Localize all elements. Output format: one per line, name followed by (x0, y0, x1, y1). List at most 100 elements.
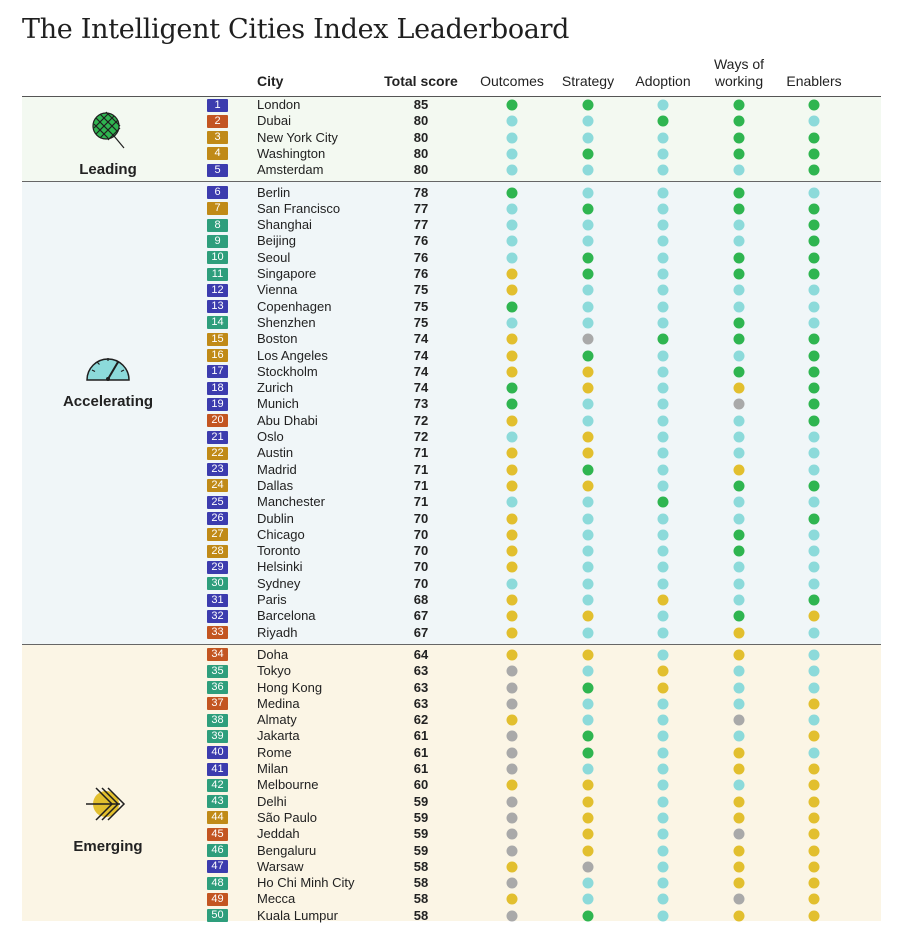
rating-dot (808, 763, 820, 775)
rating-dot (808, 115, 820, 127)
rating-dot (506, 627, 518, 639)
rating-dot (808, 610, 820, 622)
city-name: Jakarta (257, 728, 300, 744)
rating-dot (808, 861, 820, 873)
rating-dot (657, 698, 669, 710)
rating-dot (733, 415, 745, 427)
rating-dot (808, 132, 820, 144)
city-name: Jeddah (257, 826, 300, 842)
total-score: 76 (413, 266, 429, 281)
city-name: Shenzhen (257, 314, 316, 330)
rating-dot (733, 610, 745, 622)
rating-dot (808, 910, 820, 922)
rating-dot (582, 447, 594, 459)
total-score: 80 (413, 113, 429, 129)
rating-dot (808, 464, 820, 476)
rank-badge: 12 (207, 283, 228, 297)
rating-dot (582, 115, 594, 127)
city-name: Dubai (257, 113, 291, 129)
rank-badge: 23 (207, 463, 228, 477)
rating-dot (657, 649, 669, 661)
rank-badge: 28 (207, 544, 228, 558)
rank-badge: 35 (207, 664, 228, 678)
city-name: Zurich (257, 380, 294, 396)
rating-dot (506, 431, 518, 443)
rating-dot (733, 301, 745, 313)
city-name: Melbourne (257, 777, 319, 793)
city-name: Tokyo (257, 663, 291, 679)
rating-dot (733, 529, 745, 541)
rank-badge: 2 (207, 114, 228, 128)
rank-badge: 43 (207, 795, 228, 809)
rating-dot (657, 235, 669, 247)
rating-dot (733, 447, 745, 459)
city-name: Warsaw (257, 858, 304, 874)
total-score: 68 (413, 592, 429, 607)
rating-dot (582, 132, 594, 144)
city-name: Austin (257, 445, 294, 461)
city-name: Washington (257, 145, 326, 161)
rating-dot (657, 610, 669, 622)
rating-dot (808, 164, 820, 176)
rating-dot (506, 366, 518, 378)
rating-dot (582, 431, 594, 443)
rating-dot (657, 350, 669, 361)
rating-dot (657, 317, 669, 329)
rating-dot (733, 828, 745, 840)
rating-dot (808, 366, 820, 378)
rating-dot (808, 698, 820, 710)
rating-dot (657, 284, 669, 296)
rating-dot (506, 99, 518, 111)
rating-dot (582, 366, 594, 378)
rank-badge: 5 (207, 163, 228, 177)
rank-badge: 17 (207, 365, 228, 379)
city-name: Hong Kong (257, 679, 323, 695)
rating-dot (506, 187, 518, 198)
rating-dot (582, 219, 594, 231)
rating-dot (808, 893, 820, 905)
gauge-icon (86, 358, 130, 381)
rating-dot (808, 779, 820, 791)
rank-badge: 30 (207, 577, 228, 591)
total-score: 70 (413, 510, 429, 526)
rating-dot (506, 132, 518, 144)
rating-dot (733, 665, 745, 677)
rating-dot (733, 747, 745, 759)
tier-label-accelerating: Accelerating (62, 393, 154, 410)
rating-dot (657, 594, 669, 606)
rating-dot (506, 877, 518, 889)
rating-dot (657, 99, 669, 111)
rating-dot (506, 284, 518, 296)
rating-dot (506, 496, 518, 508)
rating-dot (808, 252, 820, 264)
rank-badge: 26 (207, 512, 228, 525)
band-accelerating (22, 181, 881, 644)
rating-dot (733, 317, 745, 329)
rating-dot (657, 398, 669, 410)
rating-dot (808, 235, 820, 247)
total-score: 76 (413, 233, 429, 249)
rating-dot (733, 796, 745, 808)
rating-dot (733, 496, 745, 508)
rating-dot (657, 268, 669, 280)
rating-dot (582, 561, 594, 573)
rating-dot (506, 682, 518, 693)
header-total-score: Total score (384, 73, 458, 89)
rating-dot (506, 513, 518, 524)
rating-dot (733, 714, 745, 726)
rating-dot (733, 132, 745, 144)
rating-dot (733, 252, 745, 264)
rating-dot (582, 350, 594, 361)
city-name: Almaty (257, 712, 297, 728)
rating-dot (808, 398, 820, 410)
rating-dot (506, 649, 518, 661)
city-name: Copenhagen (257, 298, 332, 314)
rating-dot (582, 496, 594, 508)
rating-dot (582, 382, 594, 394)
rating-dot (657, 187, 669, 198)
rating-dot (733, 431, 745, 443)
rating-dot (582, 578, 594, 590)
rating-dot (506, 148, 518, 160)
rating-dot (582, 333, 594, 345)
city-name: Oslo (257, 429, 284, 444)
